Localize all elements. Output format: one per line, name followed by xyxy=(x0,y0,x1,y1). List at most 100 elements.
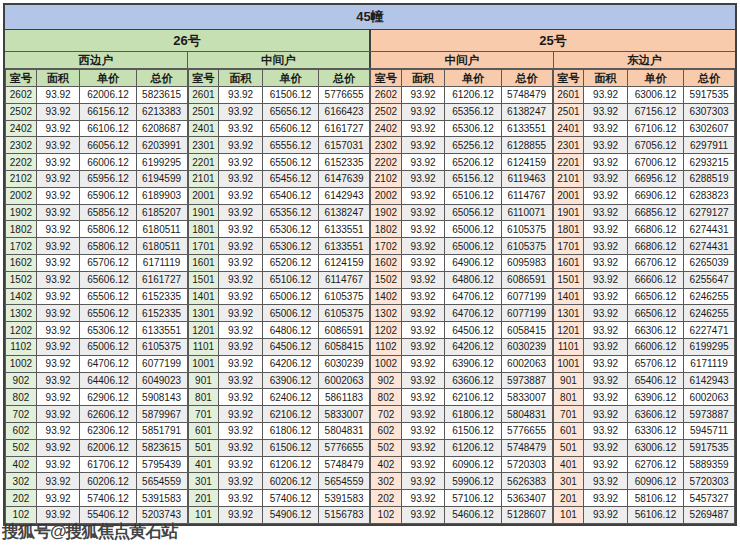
total-price-cell: 6124159 xyxy=(501,154,552,171)
area-cell: 93.92 xyxy=(584,490,628,507)
unit-price-cell: 61806.12 xyxy=(445,406,501,423)
area-cell: 93.92 xyxy=(219,271,263,288)
total-price-cell: 6302607 xyxy=(684,120,735,137)
room-cell: 2001 xyxy=(188,187,219,204)
table-row: 10293.9254606.125128607 xyxy=(371,506,553,523)
area-cell: 93.92 xyxy=(219,322,263,339)
unit-price-cell: 65806.12 xyxy=(80,221,136,238)
area-cell: 93.92 xyxy=(401,204,445,221)
table-row: 20293.9257106.125363407 xyxy=(371,490,553,507)
column-header: 总价 xyxy=(136,70,187,87)
total-price-cell: 5748479 xyxy=(319,456,370,473)
table-row: 200193.9266906.126283823 xyxy=(553,187,735,204)
unit-price-cell: 65356.12 xyxy=(445,103,501,120)
unit-price-cell: 67006.12 xyxy=(627,154,683,171)
area-cell: 93.92 xyxy=(219,170,263,187)
area-cell: 93.92 xyxy=(401,372,445,389)
table-row: 100293.9263906.126002063 xyxy=(371,355,553,372)
area-cell: 93.92 xyxy=(401,238,445,255)
table-row: 260193.9263006.125917535 xyxy=(553,87,735,104)
table-row: 130293.9264706.126077199 xyxy=(371,305,553,322)
table-row: 140293.9265506.126152335 xyxy=(6,288,188,305)
total-price-cell: 5973887 xyxy=(684,406,735,423)
room-cell: 202 xyxy=(371,490,402,507)
column-header: 室号 xyxy=(371,70,402,87)
total-price-cell: 6114767 xyxy=(501,187,552,204)
table-row: 120193.9266306.126227471 xyxy=(553,322,735,339)
column-header-row: 室号面积单价总价 xyxy=(371,70,553,87)
table-row: 70293.9262606.125879967 xyxy=(6,406,188,423)
area-cell: 93.92 xyxy=(36,473,80,490)
table-row: 250293.9266156.126213383 xyxy=(6,103,188,120)
table-row: 190193.9265356.126138247 xyxy=(188,204,370,221)
table-row: 230193.9265556.126157031 xyxy=(188,137,370,154)
room-cell: 1902 xyxy=(6,204,37,221)
table-row: 60293.9261506.125776655 xyxy=(371,422,553,439)
unit-price-cell: 63306.12 xyxy=(627,422,683,439)
column-header: 室号 xyxy=(553,70,584,87)
room-cell: 101 xyxy=(553,506,584,523)
room-cell: 2401 xyxy=(188,120,219,137)
room-cell: 902 xyxy=(371,372,402,389)
unit-price-cell: 65106.12 xyxy=(262,271,318,288)
room-cell: 2101 xyxy=(188,170,219,187)
room-cell: 1001 xyxy=(188,355,219,372)
unit-price-cell: 65206.12 xyxy=(445,154,501,171)
area-cell: 93.92 xyxy=(401,473,445,490)
area-cell: 93.92 xyxy=(401,506,445,523)
table-row: 50193.9263006.125917535 xyxy=(553,439,735,456)
column-header: 单价 xyxy=(627,70,683,87)
area-cell: 93.92 xyxy=(584,406,628,423)
room-cell: 1402 xyxy=(371,288,402,305)
unit-price-cell: 65006.12 xyxy=(445,221,501,238)
column-header: 单价 xyxy=(445,70,501,87)
table-row: 90293.9263606.125973887 xyxy=(371,372,553,389)
unit-price-cell: 63006.12 xyxy=(627,87,683,104)
total-price-cell: 5654559 xyxy=(319,473,370,490)
table-row: 210293.9265156.126119463 xyxy=(371,170,553,187)
unit-header-middle-26: 中间户 xyxy=(187,52,370,68)
area-cell: 93.92 xyxy=(584,355,628,372)
area-cell: 93.92 xyxy=(36,355,80,372)
table-row: 180293.9265806.126180511 xyxy=(6,221,188,238)
table-row: 190293.9265856.126185207 xyxy=(6,204,188,221)
unit-price-cell: 66956.12 xyxy=(627,170,683,187)
table-row: 150193.9266606.126255647 xyxy=(553,271,735,288)
unit-price-cell: 64406.12 xyxy=(80,372,136,389)
price-table: 45幢 26号 25号 西边户 中间户 中间户 东边户 室号面积单价总价2602… xyxy=(3,3,737,526)
unit-price-cell: 61806.12 xyxy=(262,422,318,439)
unit-price-cell: 65006.12 xyxy=(80,338,136,355)
price-table-section: 室号面积单价总价260193.9263006.125917535250193.9… xyxy=(553,69,736,524)
column-header: 总价 xyxy=(501,70,552,87)
table-row: 60193.9263306.125945711 xyxy=(553,422,735,439)
area-cell: 93.92 xyxy=(36,372,80,389)
total-price-cell: 6152335 xyxy=(136,288,187,305)
total-price-cell: 6199295 xyxy=(136,154,187,171)
table-row: 140193.9266506.126246255 xyxy=(553,288,735,305)
room-cell: 601 xyxy=(553,422,584,439)
area-cell: 93.92 xyxy=(219,422,263,439)
total-price-cell: 5203743 xyxy=(136,506,187,523)
unit-price-cell: 55406.12 xyxy=(80,506,136,523)
total-price-cell: 6077199 xyxy=(501,305,552,322)
area-cell: 93.92 xyxy=(219,355,263,372)
total-price-cell: 5776655 xyxy=(319,439,370,456)
room-cell: 2602 xyxy=(6,87,37,104)
total-price-cell: 5269487 xyxy=(684,506,735,523)
unit-price-cell: 64206.12 xyxy=(445,338,501,355)
area-cell: 93.92 xyxy=(36,170,80,187)
price-table-section: 室号面积单价总价260293.9261206.125748479250293.9… xyxy=(370,69,553,524)
area-cell: 93.92 xyxy=(584,389,628,406)
area-cell: 93.92 xyxy=(401,254,445,271)
area-cell: 93.92 xyxy=(584,305,628,322)
total-price-cell: 6058415 xyxy=(501,322,552,339)
total-price-cell: 6142943 xyxy=(319,187,370,204)
table-row: 260293.9262006.125823615 xyxy=(6,87,188,104)
room-cell: 1802 xyxy=(6,221,37,238)
unit-price-cell: 66706.12 xyxy=(627,254,683,271)
table-row: 150293.9265606.126161727 xyxy=(6,271,188,288)
price-sheet-page: 45幢 26号 25号 西边户 中间户 中间户 东边户 室号面积单价总价2602… xyxy=(0,0,740,545)
unit-price-cell: 66906.12 xyxy=(627,187,683,204)
area-cell: 93.92 xyxy=(584,120,628,137)
unit-price-cell: 65456.12 xyxy=(262,170,318,187)
